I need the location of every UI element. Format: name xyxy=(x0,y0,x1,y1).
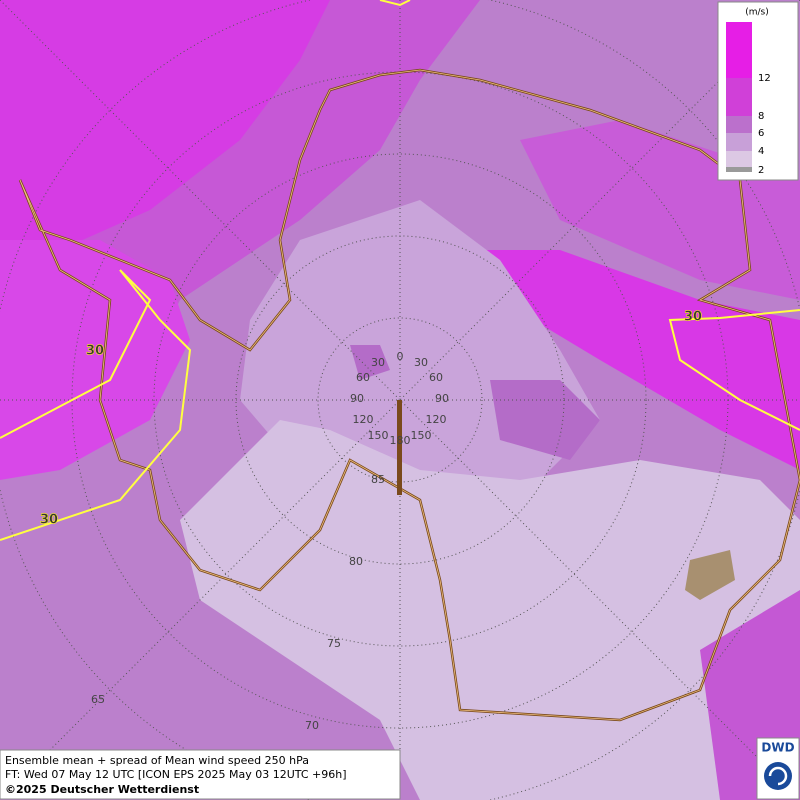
latitude-label: 75 xyxy=(327,637,341,650)
wind-region xyxy=(0,0,330,260)
footer-box xyxy=(0,749,401,800)
longitude-label: 150 xyxy=(411,429,432,442)
longitude-label: 30 xyxy=(371,356,385,369)
legend-swatch xyxy=(726,133,752,151)
legend-label: 2 xyxy=(758,165,764,176)
legend-label: 6 xyxy=(758,128,764,139)
legend-swatch xyxy=(726,167,752,172)
legend-swatch xyxy=(726,78,752,116)
contour-label: 30 xyxy=(684,310,702,325)
longitude-label: 30 xyxy=(414,356,428,369)
legend-swatch xyxy=(726,22,752,78)
legend-unit: (m/s) xyxy=(745,8,769,18)
footer-line: ©2025 Deutscher Wetterdienst xyxy=(5,783,199,796)
pole-marker xyxy=(397,400,402,495)
longitude-label: 90 xyxy=(350,392,364,405)
legend-label: 4 xyxy=(758,146,764,157)
latitude-label: 80 xyxy=(349,555,363,568)
coastline xyxy=(19,69,800,721)
logo-text: DWD xyxy=(761,741,794,755)
latitude-label: 85 xyxy=(371,473,385,486)
wind-region xyxy=(0,240,190,480)
footer: Ensemble mean + spread of Mean wind spee… xyxy=(0,749,401,800)
legend-label: 12 xyxy=(758,73,771,84)
logo-icon xyxy=(768,766,788,786)
footer-line: FT: Wed 07 May 12 UTC [ICON EPS 2025 May… xyxy=(5,768,347,781)
latitude-label: 65 xyxy=(91,693,105,706)
longitude-labels: 0 30 30 60 60 90 90 120 120 150 150 180 xyxy=(350,350,449,447)
contour-label: 30 xyxy=(86,344,104,359)
spread-region xyxy=(685,550,735,600)
legend: (m/s) 12 8 6 4 2 xyxy=(717,1,799,181)
legend-swatch xyxy=(726,116,752,133)
wind-region xyxy=(180,420,800,800)
contour xyxy=(0,0,800,541)
longitude-label: 180 xyxy=(390,434,411,447)
wind-region xyxy=(350,345,390,380)
legend-label: 8 xyxy=(758,111,764,122)
latitude-label: 70 xyxy=(305,719,319,732)
footer-line: Ensemble mean + spread of Mean wind spee… xyxy=(5,754,309,767)
longitude-label: 150 xyxy=(368,429,389,442)
contour-label: 30 xyxy=(40,513,58,528)
logo-icon xyxy=(764,762,792,790)
longitude-label: 90 xyxy=(435,392,449,405)
latitude-labels: 85 80 75 70 65 xyxy=(91,473,385,732)
logo: DWD xyxy=(756,737,800,800)
contour-labels: 30 30 30 xyxy=(40,309,703,528)
legend-swatch xyxy=(726,151,752,167)
longitude-label: 60 xyxy=(356,371,370,384)
longitude-label: 60 xyxy=(429,371,443,384)
longitude-label: 0 xyxy=(397,350,404,363)
longitude-label: 120 xyxy=(353,413,374,426)
longitude-label: 120 xyxy=(426,413,447,426)
